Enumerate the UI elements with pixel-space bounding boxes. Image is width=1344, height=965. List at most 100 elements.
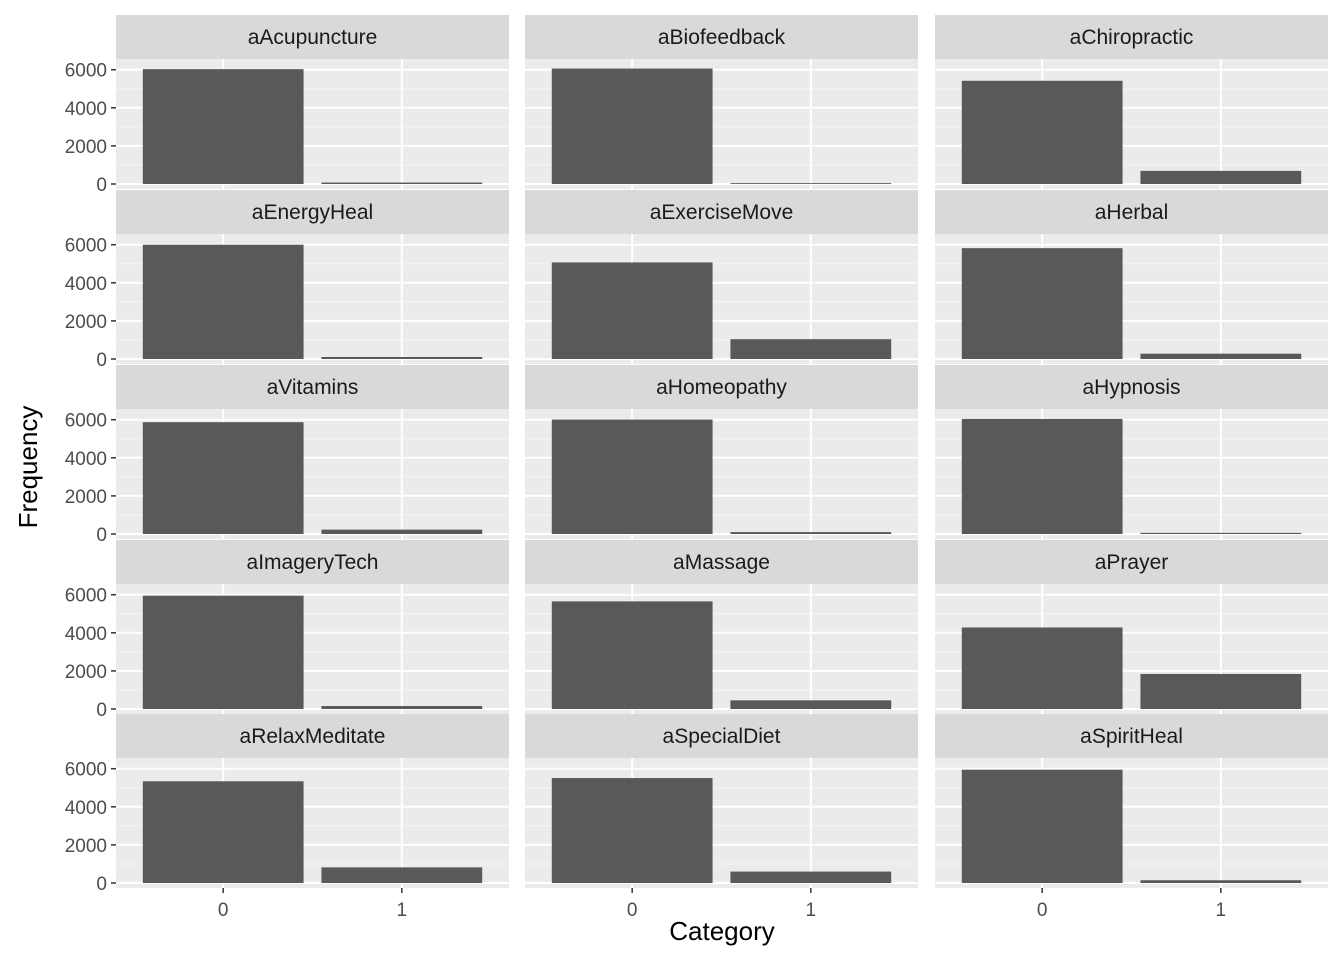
bar (730, 183, 892, 184)
x-tick-label: 1 (806, 900, 817, 921)
facet-strip-label: aHypnosis (1082, 376, 1180, 399)
facet-panel: aHypnosis (935, 365, 1328, 539)
facet-strip-label: aVitamins (267, 376, 359, 399)
bar (1140, 532, 1302, 534)
bar (961, 248, 1123, 359)
facet-panel: aMassage (525, 540, 918, 714)
y-tick-label: 0 (96, 525, 107, 546)
x-tick-label: 1 (397, 900, 408, 921)
y-tick-label: 2000 (65, 662, 107, 683)
bar (551, 419, 713, 534)
y-tick-label: 4000 (65, 449, 107, 470)
bar (321, 182, 483, 184)
bar (961, 627, 1123, 709)
facet-panel: aSpiritHeal 0 1 (935, 714, 1328, 921)
facet-strip-label: aSpiritHeal (1080, 725, 1183, 748)
facet-strip (116, 190, 509, 234)
facet-strip (935, 190, 1328, 234)
y-axis-title: Frequency (13, 406, 43, 529)
facet-strip-label: aRelaxMeditate (240, 725, 386, 748)
y-tick-label: 6000 (65, 411, 107, 432)
bar (961, 769, 1123, 883)
bar (321, 867, 483, 883)
bar (142, 781, 304, 883)
facet-strip-label: aBiofeedback (658, 26, 786, 49)
y-tick-label: 6000 (65, 586, 107, 607)
facet-strip (525, 540, 918, 584)
y-tick-label: 2000 (65, 487, 107, 508)
bar (1140, 880, 1302, 883)
y-tick-label: 0 (96, 350, 107, 371)
y-tick-label: 6000 (65, 61, 107, 82)
facet-panel: aAcupuncture 0 2000 4000 6000 (65, 15, 509, 196)
bar (142, 244, 304, 359)
bar (551, 262, 713, 359)
facet-strip-label: aExerciseMove (650, 201, 794, 224)
bar (321, 529, 483, 534)
facet-panel: aHerbal (935, 190, 1328, 364)
facet-panel: aChiropractic (935, 15, 1328, 189)
facet-strip (525, 365, 918, 409)
facet-strip (525, 15, 918, 59)
x-tick-label: 0 (627, 900, 638, 921)
facet-strip-label: aChiropractic (1070, 26, 1194, 49)
bar (551, 601, 713, 709)
bar (321, 706, 483, 709)
bar (551, 68, 713, 184)
y-tick-label: 2000 (65, 836, 107, 857)
y-tick-label: 4000 (65, 274, 107, 295)
bar (142, 69, 304, 184)
facet-strip-label: aEnergyHeal (252, 201, 373, 224)
x-tick-label: 0 (218, 900, 229, 921)
facet-strip (116, 714, 509, 758)
bar (730, 871, 892, 883)
facet-strip-label: aHerbal (1095, 201, 1169, 224)
bar (1140, 673, 1302, 709)
y-tick-label: 2000 (65, 137, 107, 158)
y-tick-label: 2000 (65, 312, 107, 333)
facet-panel: aPrayer (935, 540, 1328, 714)
bar (961, 80, 1123, 184)
facet-strip (525, 714, 918, 758)
facet-strip-label: aHomeopathy (656, 376, 787, 399)
bar (730, 339, 892, 359)
facet-strip-label: aMassage (673, 551, 770, 574)
facet-strip (935, 714, 1328, 758)
bar (730, 700, 892, 709)
facet-strip (935, 540, 1328, 584)
facet-strip (525, 190, 918, 234)
facet-strip (935, 365, 1328, 409)
facet-strip (116, 365, 509, 409)
x-tick-label: 1 (1216, 900, 1227, 921)
facet-strip (116, 540, 509, 584)
bar (321, 357, 483, 359)
bar (961, 418, 1123, 534)
facet-strip-label: aSpecialDiet (663, 725, 781, 748)
y-tick-label: 0 (96, 874, 107, 895)
facet-panel: aHomeopathy (525, 365, 918, 539)
bar (1140, 170, 1302, 184)
y-tick-label: 4000 (65, 99, 107, 120)
facet-strip-label: aAcupuncture (248, 26, 378, 49)
bar (551, 778, 713, 883)
bar (142, 422, 304, 534)
bar (142, 595, 304, 709)
facet-panel: aImageryTech 0 2000 4000 6000 (65, 540, 509, 721)
facet-panel: aSpecialDiet 0 1 (525, 714, 918, 921)
x-tick-label: 0 (1037, 900, 1048, 921)
bar (1140, 353, 1302, 359)
bar (730, 532, 892, 534)
y-tick-label: 4000 (65, 624, 107, 645)
facet-panel: aEnergyHeal 0 2000 4000 6000 (65, 190, 509, 371)
facet-strip (935, 15, 1328, 59)
facet-panel: aVitamins 0 2000 4000 6000 (65, 365, 509, 546)
facet-strip-label: aImageryTech (247, 551, 379, 574)
facet-panel: aBiofeedback (525, 15, 918, 189)
facet-panel: aExerciseMove (525, 190, 918, 364)
y-tick-label: 4000 (65, 798, 107, 819)
y-tick-label: 0 (96, 700, 107, 721)
y-tick-label: 6000 (65, 760, 107, 781)
facet-strip (116, 15, 509, 59)
